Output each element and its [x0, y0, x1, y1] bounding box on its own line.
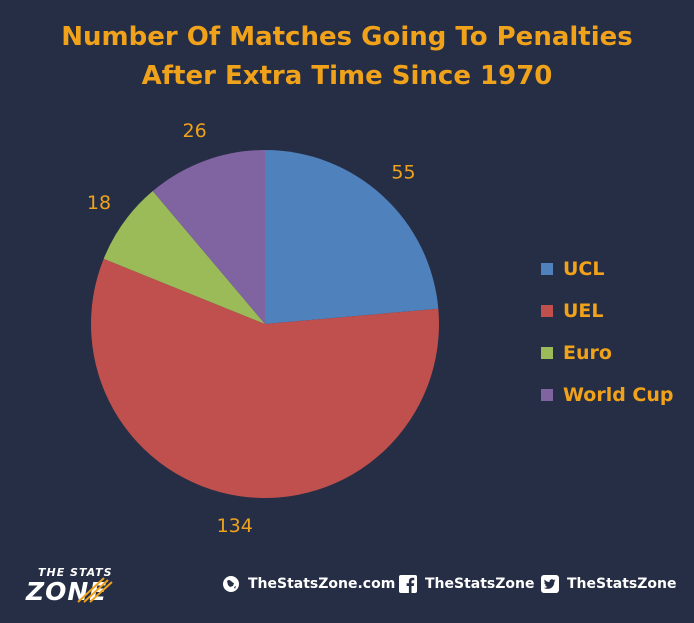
data-label-uel: 134 — [217, 515, 253, 537]
chart-title-line-2: After Extra Time Since 1970 — [141, 61, 553, 91]
pie-slice-world-cup — [152, 150, 265, 324]
footer: THE STATS ZONE TheStatsZone.com TheStats… — [0, 560, 694, 623]
facebook-label: TheStatsZone — [425, 576, 535, 592]
facebook-link[interactable]: TheStatsZone — [399, 575, 535, 593]
data-label-ucl: 55 — [391, 161, 415, 183]
legend-item-uel: UEL — [541, 290, 674, 332]
legend-item-euro: Euro — [541, 332, 674, 374]
legend-label-ucl: UCL — [563, 258, 605, 280]
data-label-euro: 18 — [87, 192, 111, 214]
logo-main-text: ZONE — [26, 577, 108, 606]
chart-legend: UCL UEL Euro World Cup — [541, 248, 674, 416]
legend-swatch-uel — [541, 305, 553, 317]
chart-title-line-1: Number Of Matches Going To Penalties — [61, 22, 633, 52]
globe-icon — [223, 576, 239, 592]
pie-slice-euro — [103, 191, 265, 324]
legend-swatch-world-cup — [541, 389, 553, 401]
legend-swatch-euro — [541, 347, 553, 359]
twitter-icon — [541, 575, 559, 593]
facebook-icon — [399, 575, 417, 593]
legend-item-world-cup: World Cup — [541, 374, 674, 416]
logo-stripes-icon — [77, 577, 113, 603]
pie-chart: 55 134 18 26 — [87, 120, 440, 537]
legend-swatch-ucl — [541, 263, 553, 275]
chart-title: Number Of Matches Going To Penalties Aft… — [0, 18, 694, 96]
legend-label-world-cup: World Cup — [563, 384, 674, 406]
the-stats-zone-logo: THE STATS ZONE — [24, 566, 146, 612]
pie-slice-ucl — [265, 150, 439, 324]
pie-slice-uel — [90, 258, 440, 498]
legend-label-uel: UEL — [563, 300, 604, 322]
logo-top-text: THE STATS — [38, 566, 113, 579]
twitter-label: TheStatsZone — [567, 576, 677, 592]
data-label-world-cup: 26 — [183, 120, 207, 142]
legend-label-euro: Euro — [563, 342, 612, 364]
website-link[interactable]: TheStatsZone.com — [222, 575, 395, 593]
legend-item-ucl: UCL — [541, 248, 674, 290]
twitter-link[interactable]: TheStatsZone — [541, 575, 677, 593]
website-label: TheStatsZone.com — [248, 576, 396, 592]
